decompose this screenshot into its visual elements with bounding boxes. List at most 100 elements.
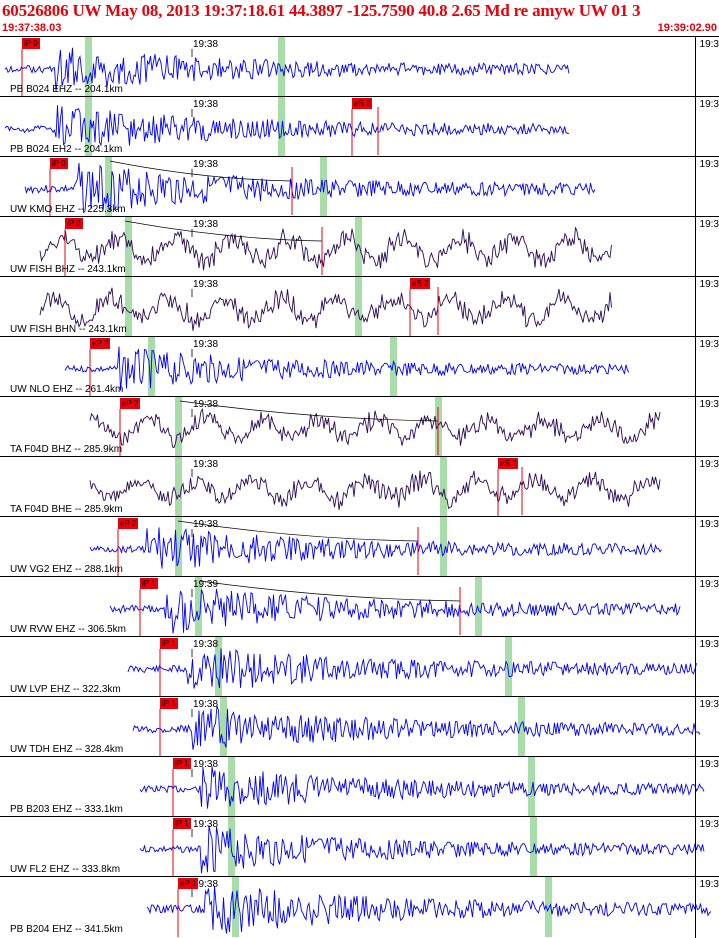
coda-fit-curve (124, 220, 323, 242)
phase-pick-flag[interactable]: eP 2 (120, 398, 141, 409)
phase-pick-flag[interactable]: eP 1 (178, 878, 199, 889)
phase-pick-flag[interactable]: iP 1 (173, 758, 191, 769)
trace-panel[interactable]: 19:38 19:3 iP 1 UW TDH EHZ -- 328.4km (0, 696, 719, 757)
waveform-canvas (89, 457, 661, 517)
waveform-canvas (24, 157, 596, 217)
minute-label: 19:38 (193, 339, 219, 350)
phase-pick-flag[interactable]: eS 2 (498, 458, 519, 469)
channel-label: PB B203 EHZ -- 333.1km (10, 804, 123, 815)
minute-label: 19:38 (193, 279, 219, 290)
right-time-label: 19:3 (699, 219, 719, 230)
trace-panel[interactable]: 19:38 19:3 iP 1 UW LVP EHZ -- 322.3km (0, 636, 719, 697)
right-time-label: 19:3 (699, 759, 719, 770)
trace-panel[interactable]: 19:38 19:3 eS 2 TA F04D BHE -- 285.9km (0, 456, 719, 517)
waveform-trace (139, 766, 705, 809)
channel-label: UW RVW EHZ -- 306.5km (10, 624, 126, 635)
minute-label: 19:38 (193, 99, 219, 110)
phase-pick-flag[interactable]: iP 1 (160, 638, 178, 649)
coda-window-band (505, 637, 512, 697)
coda-window-band (440, 457, 447, 517)
waveform-canvas (89, 517, 662, 577)
minute-label: 19:38 (193, 159, 219, 170)
channel-label: UW FL2 EHZ -- 333.8km (10, 864, 121, 875)
waveform-canvas (64, 337, 630, 397)
channel-label: PB B024 EH2 -- 204.1km (10, 144, 123, 155)
minute-label: 19:38 (193, 639, 219, 650)
p-window-band (125, 217, 132, 277)
trace-panel[interactable]: 19:38 19:3 eP 1 PB B204 EHZ -- 341.5km (0, 876, 719, 937)
right-time-label: 19:3 (699, 819, 719, 830)
minute-label: 19:38 (193, 219, 219, 230)
waveform-canvas (139, 817, 705, 877)
p-window-band (175, 457, 182, 517)
trace-panel[interactable]: 19:38 19:3 eS 2 PB B024 EH2 -- 204.1km (0, 96, 719, 157)
phase-pick-flag[interactable]: iP 1 (140, 578, 158, 589)
coda-fit-curve (199, 580, 461, 602)
channel-label: UW LVP EHZ -- 322.3km (10, 684, 121, 695)
waveform-canvas (39, 217, 612, 277)
p-window-band (175, 517, 182, 577)
right-time-label: 19:3 (699, 399, 719, 410)
phase-pick-flag[interactable]: eP 2 (118, 518, 139, 529)
trace-panel[interactable]: 19:38 19:3 iP 0 UW KMO EHZ -- 225.3km (0, 156, 719, 217)
trace-panel[interactable]: 19:38 19:3 iP 0 UW FISH BHZ -- 243.1km (0, 216, 719, 277)
minute-label: 19:38 (193, 39, 219, 50)
waveform-trace (64, 346, 630, 391)
phase-pick-flag[interactable]: iP 1 (160, 698, 178, 709)
waveform-canvas (139, 757, 705, 817)
waveform-trace (39, 227, 612, 271)
right-time-label: 19:3 (699, 39, 719, 50)
header: 60526806 UW May 08, 2013 19:37:18.61 44.… (0, 0, 719, 36)
channel-label: UW KMO EHZ -- 225.3km (10, 204, 126, 215)
waveform-canvas (39, 277, 612, 337)
right-divider (695, 36, 696, 938)
waveform-trace (39, 287, 612, 331)
trace-panel[interactable]: 19:38 19:3 iP 0 PB B024 EHZ -- 204.1km (0, 36, 719, 97)
channel-label: UW FISH BHN -- 243.1km (10, 324, 127, 335)
waveform-trace (89, 408, 661, 449)
trace-panel[interactable]: 19:39 19:3 iP 1 UW RVW EHZ -- 306.5km (0, 576, 719, 637)
coda-window-band (475, 577, 482, 637)
minute-label: 19:38 (193, 819, 219, 830)
waveform-canvas (4, 37, 570, 97)
trace-panel[interactable]: 19:38 19:3 eS 2 UW FISH BHN -- 243.1km (0, 276, 719, 337)
phase-pick-flag[interactable]: iP 0 (65, 218, 83, 229)
p-window-band (175, 397, 182, 457)
phase-pick-flag[interactable]: iP 0 (22, 38, 40, 49)
right-time-label: 19:3 (699, 579, 719, 590)
end-time: 19:39:02.90 (657, 22, 717, 34)
waveform-canvas (4, 97, 570, 157)
channel-label: TA F04D BHZ -- 285.9km (10, 444, 123, 455)
waveform-trace (89, 470, 661, 510)
phase-pick-flag[interactable]: eP 2 (90, 338, 111, 349)
minute-label: 19:38 (193, 879, 219, 890)
trace-panel[interactable]: 19:38 19:3 eP 2 UW VG2 EHZ -- 288.1km (0, 516, 719, 577)
trace-panel[interactable]: 19:38 19:3 eP 2 TA F04D BHZ -- 285.9km (0, 396, 719, 457)
p-window-band (195, 577, 202, 637)
right-time-label: 19:3 (699, 519, 719, 530)
waveform-trace (89, 527, 662, 569)
waveform-canvas (132, 697, 701, 757)
coda-fit-curve (177, 520, 419, 542)
p-window-band (85, 97, 92, 157)
phase-pick-flag[interactable]: eS 2 (410, 278, 431, 289)
p-window-band (85, 37, 92, 97)
coda-window-band (355, 277, 362, 337)
trace-panel[interactable]: 19:38 19:3 iP 1 UW FL2 EHZ -- 333.8km (0, 816, 719, 877)
minute-label: 19:39 (193, 579, 219, 590)
phase-pick-flag[interactable]: eS 2 (352, 98, 373, 109)
right-time-label: 19:3 (699, 699, 719, 710)
channel-label: PB B024 EHZ -- 204.1km (10, 84, 123, 95)
trace-panel[interactable]: 19:38 19:3 eP 2 UW NLO EHZ -- 261.4km (0, 336, 719, 397)
phase-pick-flag[interactable]: iP 0 (50, 158, 68, 169)
coda-window-band (440, 517, 447, 577)
right-time-label: 19:3 (699, 879, 719, 890)
channel-label: UW VG2 EHZ -- 288.1km (10, 564, 123, 575)
trace-panel[interactable]: 19:38 19:3 iP 1 PB B203 EHZ -- 333.1km (0, 756, 719, 817)
waveform-trace (127, 648, 697, 689)
minute-label: 19:38 (193, 459, 219, 470)
p-window-band (215, 637, 222, 697)
phase-pick-flag[interactable]: iP 1 (173, 818, 191, 829)
right-time-label: 19:3 (699, 159, 719, 170)
start-time: 19:37:38.03 (2, 22, 62, 34)
